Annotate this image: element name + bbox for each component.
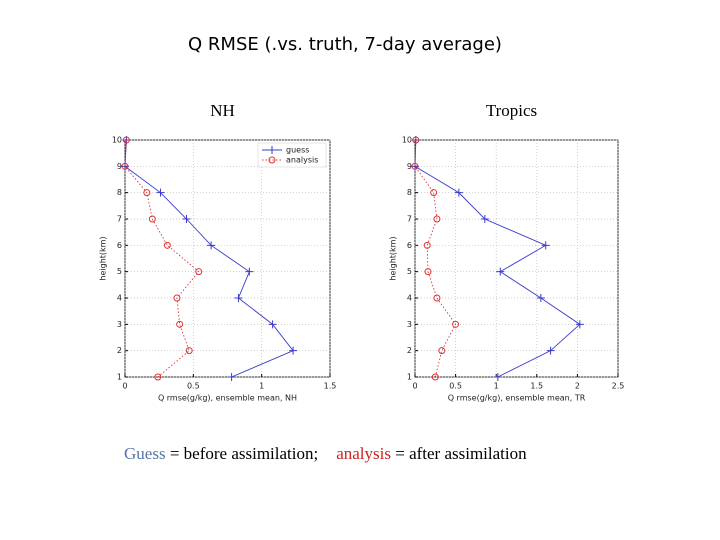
marker	[438, 347, 446, 355]
y-tick-label: 9	[407, 162, 412, 171]
x-tick-label: 1	[259, 382, 264, 391]
y-tick-label: 3	[407, 320, 412, 329]
marker	[156, 188, 165, 197]
legend-box	[257, 142, 327, 168]
chart-title: Tropics	[486, 101, 537, 120]
marker	[431, 373, 439, 381]
x-tick-label: 1	[494, 382, 499, 391]
x-tick-label: 0	[412, 382, 417, 391]
y-tick-label: 4	[117, 294, 122, 303]
marker	[182, 215, 191, 223]
caption-part: = before assimilation;	[166, 444, 319, 463]
x-tick-label: 1.5	[530, 382, 543, 391]
y-tick-label: 10	[112, 136, 122, 145]
y-axis-label: height(km)	[389, 236, 398, 280]
legend-label: analysis	[286, 156, 318, 165]
y-tick-label: 6	[117, 241, 122, 250]
marker	[268, 320, 277, 329]
marker	[245, 267, 254, 276]
caption-part: = after assimilation	[391, 444, 527, 463]
marker	[163, 241, 171, 249]
marker	[411, 162, 419, 170]
y-tick-label: 5	[407, 267, 412, 276]
legend-marker	[268, 156, 276, 164]
marker	[195, 268, 203, 276]
plot-area	[124, 139, 331, 378]
chart-title: NH	[210, 101, 235, 120]
marker	[412, 136, 420, 144]
marker	[173, 294, 181, 302]
plot-area	[414, 139, 619, 378]
y-tick-label: 2	[117, 346, 122, 355]
series-line	[124, 139, 200, 378]
y-tick-label: 8	[407, 188, 412, 197]
y-tick-label: 10	[402, 136, 412, 145]
marker	[423, 241, 431, 249]
slide-title: Q RMSE (.vs. truth, 7-day average)	[188, 34, 502, 55]
marker	[433, 294, 441, 302]
marker	[493, 373, 502, 381]
marker	[430, 189, 438, 197]
y-tick-label: 2	[407, 346, 412, 355]
marker	[154, 373, 162, 381]
y-tick-label: 5	[117, 267, 122, 276]
legend-label: guess	[286, 146, 309, 155]
x-tick-label: 2.5	[612, 382, 625, 391]
marker	[207, 241, 216, 250]
x-tick-label: 2	[575, 382, 580, 391]
x-tick-label: 0	[122, 382, 127, 391]
caption: Guess = before assimilation; analysis = a…	[124, 444, 527, 463]
marker	[575, 320, 584, 329]
series-line	[124, 139, 294, 378]
marker	[424, 268, 432, 276]
caption-part: analysis	[336, 444, 391, 463]
y-tick-label: 1	[117, 373, 122, 382]
x-axis-label: Q rmse(g/kg), ensemble mean, NH	[158, 394, 297, 403]
y-tick-label: 7	[117, 215, 122, 224]
y-tick-label: 9	[117, 162, 122, 171]
caption-part: Guess	[124, 444, 166, 463]
x-tick-label: 1.5	[324, 382, 337, 391]
marker	[185, 347, 193, 355]
marker	[496, 267, 505, 276]
y-tick-label: 6	[407, 241, 412, 250]
marker	[546, 346, 555, 355]
y-tick-label: 1	[407, 373, 412, 382]
marker	[289, 346, 298, 355]
marker	[234, 294, 243, 302]
series-line	[414, 139, 457, 378]
x-tick-label: 0.5	[187, 382, 200, 391]
y-tick-label: 3	[117, 320, 122, 329]
y-tick-label: 8	[117, 188, 122, 197]
legend-marker	[268, 146, 276, 154]
marker	[541, 241, 550, 250]
marker	[454, 188, 463, 197]
marker	[176, 320, 184, 328]
marker	[480, 215, 489, 223]
marker	[122, 136, 130, 144]
y-axis-label: height(km)	[99, 236, 108, 280]
marker	[148, 215, 156, 223]
x-axis-label: Q rmse(g/kg), ensemble mean, TR	[448, 394, 586, 403]
series-line	[414, 139, 581, 378]
marker	[143, 189, 151, 197]
marker	[433, 215, 441, 223]
marker	[452, 320, 460, 328]
marker	[536, 294, 545, 302]
marker	[121, 162, 129, 170]
x-tick-label: 0.5	[449, 382, 462, 391]
marker	[227, 373, 236, 381]
y-tick-label: 4	[407, 294, 412, 303]
y-tick-label: 7	[407, 215, 412, 224]
